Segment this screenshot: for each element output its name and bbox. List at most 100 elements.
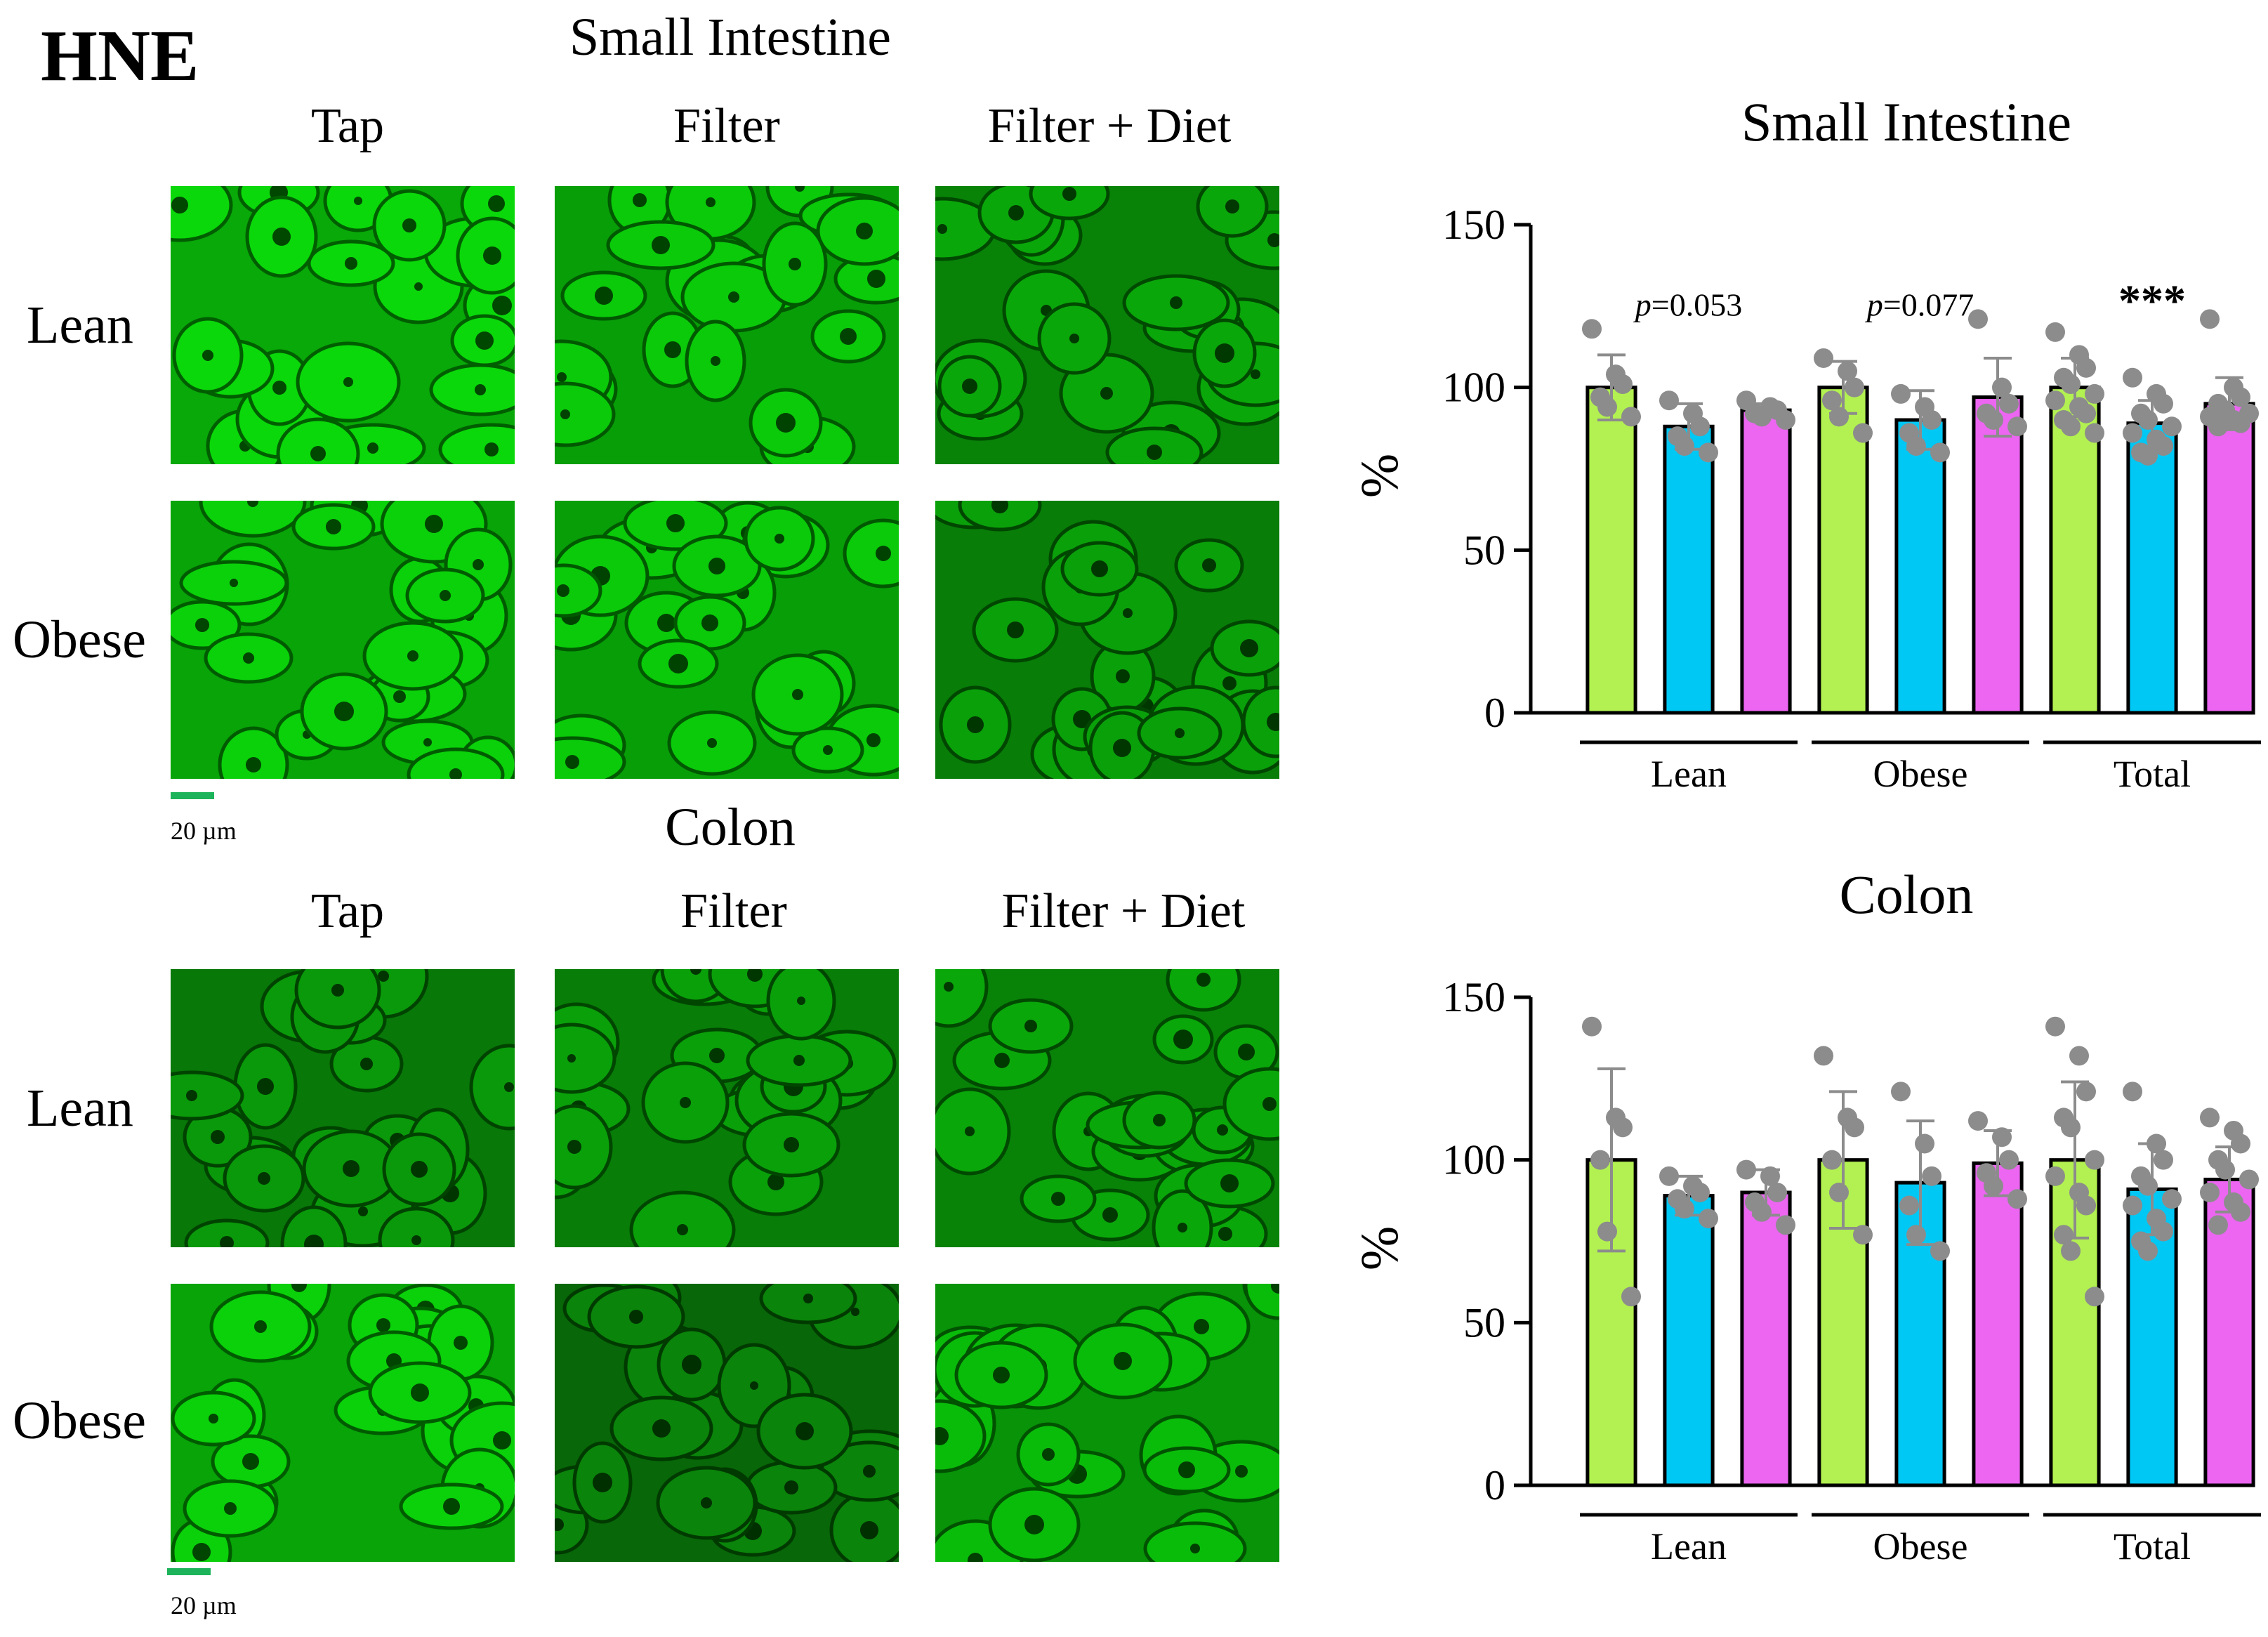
si-data-point — [1999, 393, 2019, 414]
colon-data-point — [1597, 1221, 1617, 1242]
si-data-point — [1690, 416, 1710, 437]
si-bar — [1894, 418, 1946, 715]
si-y-tick-label: 50 — [1463, 527, 1505, 573]
colon-data-point — [2147, 1133, 2166, 1154]
si-obese-tap-micrograph — [171, 501, 515, 779]
colon-data-point — [1736, 1159, 1756, 1180]
colon-y-axis-label: % — [1350, 1226, 1409, 1270]
colon-data-point — [2138, 1176, 2158, 1196]
si-annotation: p=0.053 — [1633, 287, 1742, 323]
colon-data-point — [2200, 1107, 2220, 1128]
si-data-point — [1822, 390, 1842, 411]
si-y-tick-label: 100 — [1442, 364, 1505, 411]
colon-data-point — [2045, 1166, 2065, 1186]
si-data-point — [2085, 423, 2104, 443]
si-data-point — [2138, 445, 2158, 466]
colon-col-filter: Filter — [680, 884, 787, 938]
si-data-point — [1984, 410, 2003, 430]
si-data-point — [1613, 374, 1633, 395]
colon-data-point — [1659, 1166, 1679, 1186]
colon-data-point — [2061, 1117, 2081, 1138]
si-lean-filter-diet-micrograph — [935, 186, 1279, 464]
colon-lean-filter-diet-micrograph — [935, 969, 1279, 1247]
si-data-point — [1597, 397, 1617, 417]
colon-data-point — [1776, 1215, 1795, 1235]
colon-data-point — [1853, 1225, 1873, 1245]
si-data-point — [1992, 377, 2012, 397]
colon-data-point — [1760, 1166, 1780, 1186]
si-bar — [2126, 421, 2178, 715]
colon-data-point — [1906, 1225, 1926, 1245]
si-data-point — [1930, 442, 1950, 463]
colon-data-point — [1582, 1016, 1602, 1037]
colon-data-point — [2231, 1202, 2250, 1222]
colon-data-point — [2154, 1221, 2173, 1242]
si-lean-tap-micrograph — [171, 186, 515, 464]
colon-row-obese: Obese — [13, 1391, 146, 1450]
si-data-point — [2231, 413, 2250, 433]
colon-data-point — [2154, 1150, 2173, 1170]
si-data-point — [1853, 423, 1873, 443]
si-data-point — [2061, 374, 2081, 395]
si-data-point — [1906, 436, 1926, 456]
colon-group-label: Lean — [1651, 1525, 1727, 1567]
si-lean-filter-micrograph — [555, 186, 899, 464]
si-obese-filter-micrograph — [555, 501, 899, 779]
colon-data-point — [1814, 1046, 1833, 1066]
si-data-point — [2154, 436, 2173, 456]
colon-obese-filter-diet-micrograph — [935, 1284, 1279, 1562]
colon-data-point — [1829, 1183, 1849, 1202]
si-section-title: Small Intestine — [569, 8, 892, 67]
si-data-point — [1675, 436, 1694, 456]
colon-scale-text: 20 µm — [171, 1591, 237, 1619]
colon-data-point — [2045, 1016, 2065, 1037]
colon-data-point — [1915, 1133, 1934, 1154]
si-data-point — [2200, 309, 2220, 329]
colon-row-lean: Lean — [27, 1079, 133, 1138]
si-group-label: Lean — [1651, 753, 1727, 795]
si-obese-filter-diet-micrograph — [935, 501, 1279, 779]
colon-data-point — [1922, 1166, 1941, 1186]
si-data-point — [1968, 309, 1988, 329]
si-data-point — [1845, 377, 1864, 397]
si-scale-text: 20 µm — [171, 817, 237, 845]
si-data-point — [1621, 407, 1641, 427]
colon-data-point — [1930, 1241, 1950, 1261]
colon-data-point — [2231, 1133, 2250, 1154]
si-data-point — [2138, 410, 2158, 430]
si-bar — [1972, 395, 2024, 715]
si-row-obese: Obese — [13, 610, 146, 669]
si-data-point — [2045, 322, 2065, 342]
colon-data-point — [2085, 1287, 2104, 1307]
colon-data-point — [2208, 1215, 2228, 1235]
colon-data-point — [1699, 1209, 1718, 1229]
si-data-point — [1891, 383, 1911, 404]
colon-bar — [1740, 1190, 1792, 1487]
colon-data-point — [1590, 1150, 1610, 1170]
si-group-label: Total — [2114, 753, 2191, 795]
si-annotation: *** — [2118, 276, 2186, 326]
colon-obese-tap-micrograph — [171, 1284, 515, 1562]
colon-chart: Colon% 0 50 100 150 Lean Obese Total — [1350, 864, 2261, 1567]
colon-data-point — [2076, 1082, 2096, 1102]
si-bar — [1585, 386, 1637, 715]
colon-data-point — [1891, 1082, 1911, 1102]
si-y-axis-label: % — [1350, 454, 1409, 498]
si-data-point — [2231, 387, 2250, 407]
si-y-tick-label: 0 — [1484, 690, 1505, 736]
colon-group-label: Total — [2114, 1525, 2191, 1567]
si-chart-title: Small Intestine — [1741, 91, 2071, 152]
colon-col-filter-diet: Filter + Diet — [1001, 884, 1246, 938]
si-data-point — [2208, 416, 2228, 437]
small-intestine-chart: Small Intestine% 0 50 100 150 Lean Obese Total p… — [1350, 91, 2261, 795]
colon-bar — [1972, 1161, 2024, 1487]
si-data-point — [1752, 407, 1772, 427]
colon-data-point — [2123, 1082, 2142, 1102]
si-col-tap: Tap — [311, 99, 384, 153]
si-scale-bar — [171, 792, 214, 799]
colon-data-point — [2215, 1159, 2235, 1180]
colon-data-point — [2138, 1241, 2158, 1261]
si-col-filter: Filter — [673, 99, 780, 153]
si-data-point — [1922, 410, 1941, 430]
si-data-point — [1829, 407, 1849, 427]
